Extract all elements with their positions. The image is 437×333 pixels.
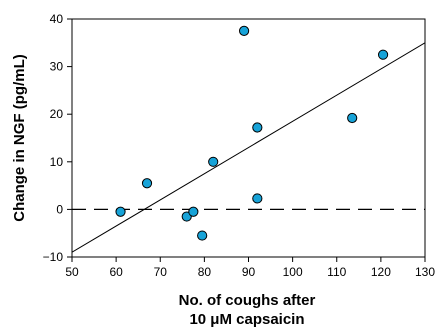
y-axis-title: Change in NGF (pg/mL) — [11, 54, 28, 221]
y-tick-label: 10 — [50, 155, 64, 169]
data-point — [188, 206, 199, 217]
data-point — [377, 49, 389, 60]
data-point — [115, 206, 126, 217]
data-point — [238, 25, 250, 36]
x-axis-title-line1: No. of coughs after — [179, 292, 316, 309]
x-tick-label: 110 — [327, 265, 346, 279]
x-axis: 50 60 70 80 90 100 110 120 130 — [65, 257, 435, 279]
plot-area — [71, 18, 426, 258]
regression-line — [72, 42, 425, 253]
x-tick-label: 50 — [65, 265, 79, 279]
x-tick-label: 90 — [242, 265, 256, 279]
data-point — [347, 112, 358, 124]
y-axis: −10 0 10 20 30 40 — [43, 12, 72, 264]
x-tick-label: 120 — [371, 265, 391, 279]
x-tick-label: 100 — [283, 265, 303, 279]
data-point — [252, 193, 263, 204]
y-tick-label: 40 — [50, 12, 64, 26]
y-tick-label: 0 — [56, 202, 63, 216]
x-axis-title-line2: 10 μM capsaicin — [189, 311, 304, 328]
x-tick-label: 60 — [109, 265, 123, 279]
data-point — [252, 122, 263, 133]
x-tick-label: 130 — [415, 265, 435, 279]
y-tick-label: −10 — [43, 250, 64, 264]
x-tick-label: 80 — [198, 265, 212, 279]
data-point — [208, 156, 219, 167]
data-point — [197, 230, 208, 241]
x-tick-label: 70 — [154, 265, 168, 279]
y-tick-label: 30 — [50, 60, 64, 74]
y-tick-label: 20 — [50, 107, 64, 121]
data-point — [141, 178, 153, 189]
